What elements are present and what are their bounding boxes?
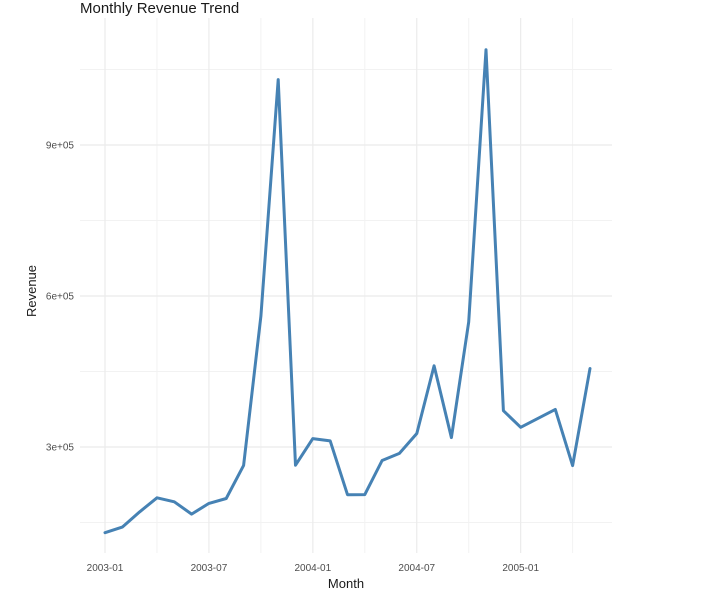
revenue-series-line [103,48,592,535]
y-tick-label: 6e+05 [46,292,75,303]
x-tick-label: 2003-07 [191,563,228,574]
y-tick-label: 3e+05 [46,443,75,454]
x-axis-title: Month [328,576,364,591]
y-tick-label: 9e+05 [46,141,75,152]
tick-labels: 2003-01 2003-07 2004-01 2004-07 2005-01 3e+05… [46,141,540,575]
x-tick-label: 2005-01 [502,563,539,574]
chart-title: Monthly Revenue Trend [80,0,240,17]
series-layer [103,48,592,535]
x-tick-label: 2003-01 [87,563,124,574]
gridlines [80,18,612,553]
y-axis-title: Revenue [24,265,39,317]
x-tick-label: 2004-01 [294,563,331,574]
x-tick-label: 2004-07 [398,563,435,574]
